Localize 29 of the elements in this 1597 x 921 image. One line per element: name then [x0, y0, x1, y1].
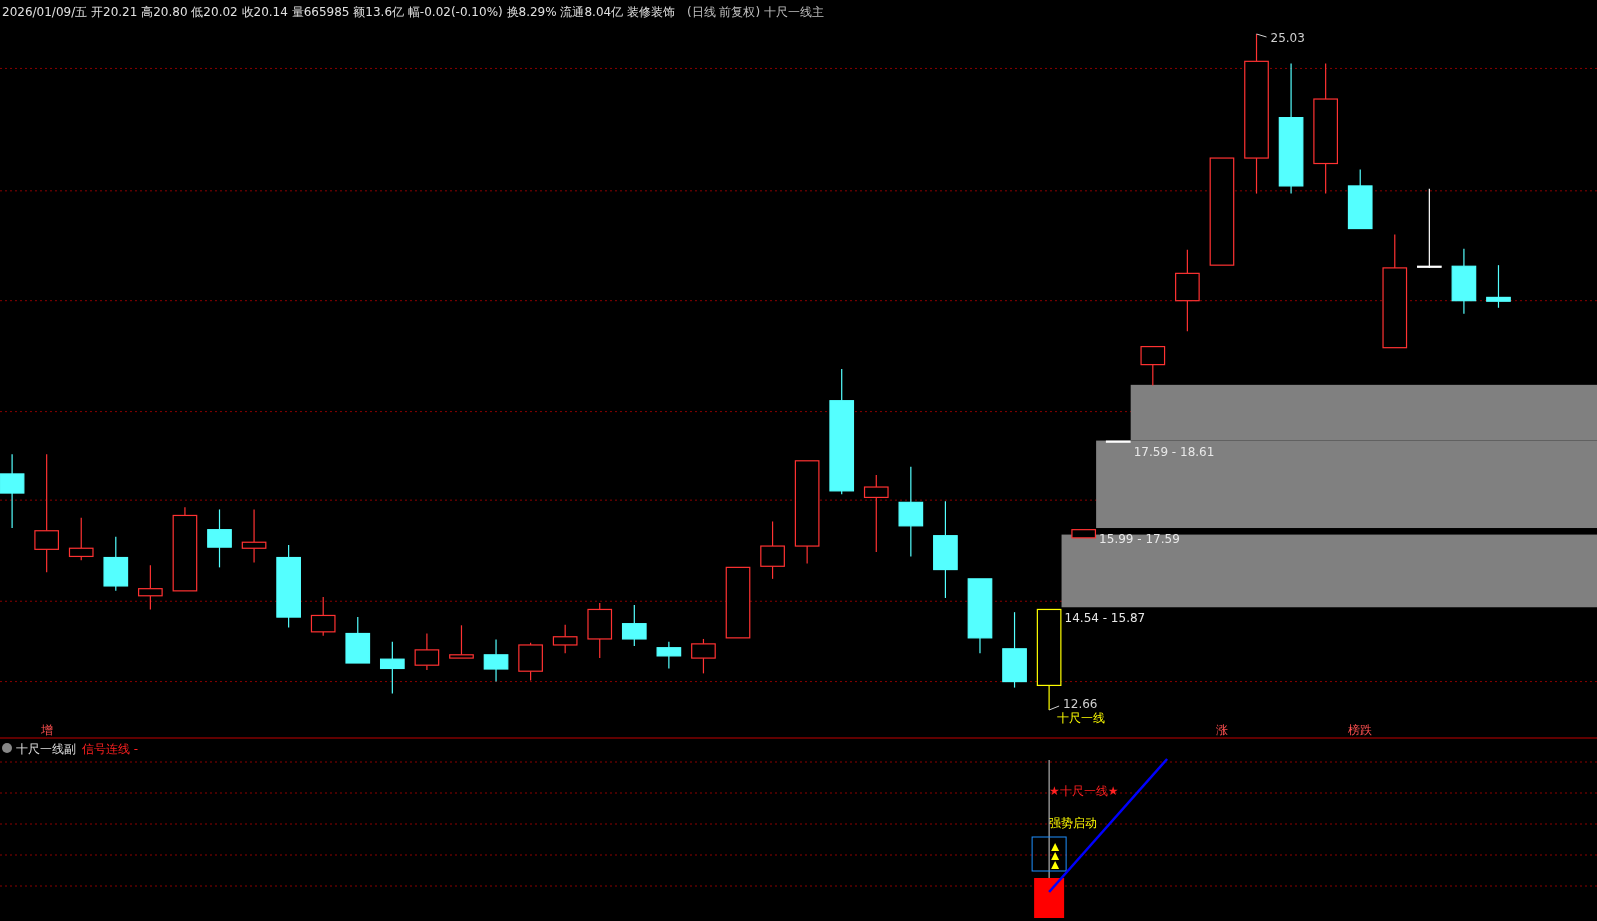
x-tick-label: 增 — [39, 723, 53, 737]
candlestick — [933, 500, 958, 599]
text: ★十尺一线★ — [1049, 784, 1119, 798]
candlestick — [241, 508, 267, 564]
candlestick — [1278, 62, 1304, 195]
x-tick-label: 榜跌 — [1348, 723, 1373, 737]
text: 强势启动 — [1049, 816, 1098, 830]
candlestick — [1313, 62, 1339, 195]
band-label: 14.54 - 15.87 — [1064, 611, 1146, 626]
text: 信号连线 - — [82, 742, 139, 756]
candlestick — [34, 453, 60, 573]
band-label: 17.59 - 18.61 — [1133, 444, 1215, 459]
x-tick-label: 涨 — [1215, 723, 1228, 737]
annotation: 12.66 — [1063, 697, 1098, 711]
candlestick — [1175, 249, 1200, 332]
candlestick — [483, 638, 509, 683]
band-label: 15.99 - 17.59 — [1099, 532, 1180, 547]
annotation: 25.03 — [1270, 31, 1305, 45]
text: 十尺一线副 — [16, 742, 76, 756]
candlestick — [1244, 33, 1269, 195]
candlestick — [656, 641, 682, 670]
chart-title: 2026/01/09/五 开20.21 高20.80 低20.02 收20.14 量665985 额13.6亿 幅-0.02(-0.10%) 换8.29% 流通8.04亿 装修装饰 — [2, 5, 675, 19]
chart-subtitle: (日线 前复权) 十尺一线主 — [687, 5, 824, 19]
candlestick — [0, 453, 25, 529]
text: 十尺一线 — [1057, 711, 1106, 725]
candlestick — [898, 466, 924, 558]
candlestick — [1451, 248, 1477, 315]
candlestick — [207, 508, 232, 568]
candlestick — [414, 632, 440, 671]
